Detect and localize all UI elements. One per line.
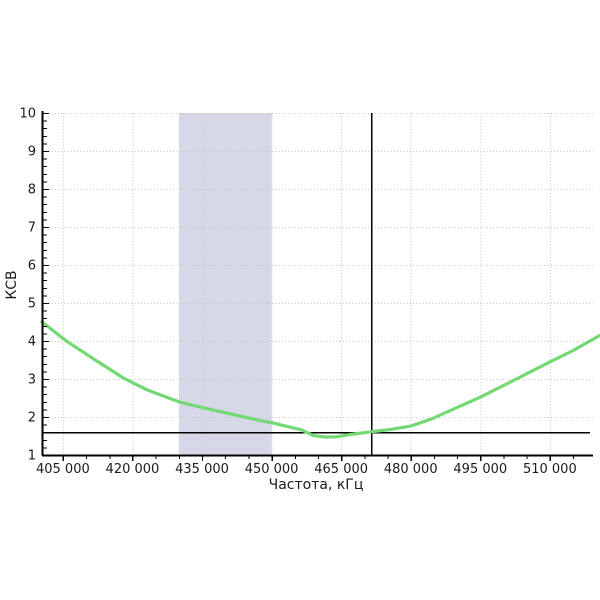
y-tick-label: 5: [28, 297, 36, 312]
y-tick-label: 2: [28, 411, 36, 426]
highlight-band: [178, 113, 272, 455]
y-tick-label: 9: [28, 145, 36, 160]
y-tick-label: 10: [19, 107, 36, 122]
grid-layer: [42, 113, 593, 455]
x-tick-label: 405 000: [36, 462, 90, 477]
series-layer: [40, 320, 600, 439]
x-tick-label: 420 000: [106, 462, 160, 477]
x-tick-label: 510 000: [523, 462, 577, 477]
y-tick-label: 4: [28, 335, 36, 350]
x-axis-title: Частота, кГц: [269, 477, 364, 493]
axes-layer: [41, 111, 593, 461]
y-axis-title: КСВ: [4, 270, 20, 299]
tick-label-layer: 405 000 420 000 435 000 450 000 465 000 480 0…: [19, 107, 576, 478]
y-tick-label: 8: [28, 183, 36, 198]
x-tick-label: 465 000: [314, 462, 368, 477]
y-tick-label: 3: [28, 373, 36, 388]
x-tick-label: 495 000: [453, 462, 507, 477]
band-layer: [178, 113, 272, 455]
x-tick-label: 480 000: [384, 462, 438, 477]
marker-layer: [42, 113, 590, 455]
x-tick-label: 435 000: [175, 462, 229, 477]
x-tick-label: 450 000: [245, 462, 299, 477]
y-tick-label: 6: [28, 259, 36, 274]
y-tick-label: 1: [28, 449, 36, 464]
y-tick-label: 7: [28, 221, 36, 236]
swr-curve: [40, 320, 600, 439]
